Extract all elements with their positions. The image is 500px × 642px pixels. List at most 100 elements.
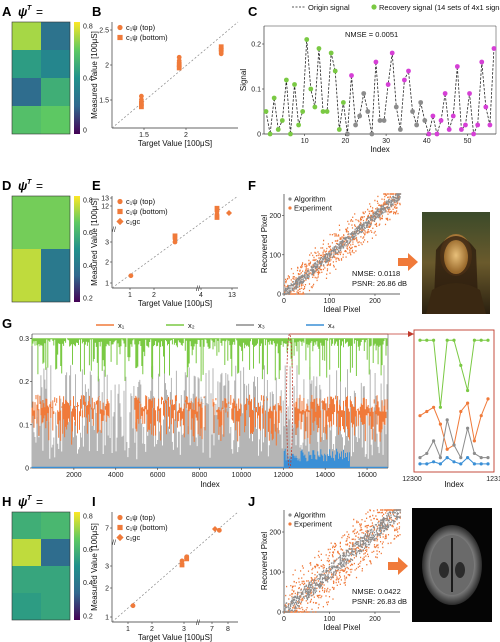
legend-marker — [117, 524, 123, 531]
legend-label: c₁gᴄ — [126, 217, 140, 226]
legend-label: x₁ — [118, 321, 125, 330]
inset-point — [466, 388, 470, 393]
legend-marker — [116, 533, 124, 542]
axis-break-mark: // — [112, 540, 116, 547]
recovery-point — [365, 109, 371, 114]
recovery-point — [288, 131, 293, 137]
inset-point — [452, 460, 456, 464]
inset-point — [425, 451, 429, 456]
x4-trace — [31, 448, 388, 468]
psi-equals: = — [36, 495, 43, 509]
colorbar — [74, 22, 80, 134]
recovery-point — [418, 100, 424, 105]
recovery-point — [377, 118, 383, 123]
y-tick-label: 2 — [105, 260, 109, 267]
data-point — [128, 273, 134, 279]
legend-marker — [288, 522, 292, 526]
heatmap-cell — [12, 50, 41, 78]
x-tick-label: 16000 — [357, 472, 377, 479]
panel-letter-e: E — [92, 178, 101, 193]
recovery-point — [349, 73, 354, 78]
recovery-point — [402, 77, 407, 83]
legend-label: x₃ — [258, 321, 265, 330]
inset-point — [466, 426, 470, 430]
recovery-point — [296, 122, 301, 128]
inset-point — [472, 462, 476, 466]
y-tick-label: 0 — [257, 132, 261, 139]
x-tick-label: 50 — [464, 138, 472, 145]
inset-point — [486, 456, 490, 460]
recovery-point — [353, 122, 358, 128]
mona-lisa-image — [422, 212, 490, 314]
x-tick-label: 2 — [152, 292, 156, 299]
recovery-point — [324, 109, 330, 114]
recovery-point — [263, 109, 269, 114]
legend-label: c₁ψ (top) — [126, 23, 156, 32]
recovery-point — [340, 100, 346, 105]
heatmap-cell — [12, 566, 41, 593]
x-tick-label: 13 — [228, 292, 236, 299]
heatmap-cell — [41, 539, 70, 566]
recovery-point — [471, 131, 477, 137]
y-tick-label: 1 — [105, 615, 109, 622]
algorithm-points — [284, 509, 402, 613]
x-tick-label: 200 — [369, 616, 381, 623]
y-axis-label: Signal — [239, 69, 248, 91]
heatmap-cell — [12, 249, 41, 302]
x-tick-label: 10000 — [232, 472, 252, 479]
data-point — [184, 556, 190, 562]
recovery-point — [475, 122, 481, 128]
inset-point — [472, 451, 476, 456]
data-point — [139, 93, 144, 99]
x-tick-label: 1.5 — [139, 132, 149, 139]
recovery-point — [357, 113, 363, 119]
psi-symbol: ψ — [18, 179, 28, 193]
x-tick-label: 1 — [126, 626, 130, 633]
y-tick-label: 100 — [269, 252, 281, 259]
inset-x-axis-label: Index — [444, 480, 464, 489]
x-tick-label: 4000 — [108, 472, 124, 479]
colorbar-tick-label: 0 — [83, 128, 87, 135]
x-axis-label: Ideal Pixel — [324, 623, 361, 632]
heatmap-frame — [11, 195, 71, 303]
recovery-point — [446, 127, 452, 132]
colorbar-tick-label: 0.8 — [83, 24, 93, 31]
signal-panel-c: 10 20 30 40 50 0 0.1 0.2 Index Signal Origin signa… — [239, 3, 500, 154]
inset-point — [418, 462, 422, 466]
recovery-point — [491, 46, 497, 51]
x-tick-label: 2 — [150, 626, 154, 633]
y-tick-label: 0 — [277, 292, 281, 299]
psi-superscript: T — [27, 179, 32, 186]
inset-point — [472, 439, 476, 443]
legend-label: c₁ψ (bottom) — [126, 523, 168, 532]
x-axis-label: Target Value [100μS] — [138, 633, 212, 642]
data-point — [172, 239, 178, 245]
inset-point — [425, 409, 429, 414]
inset-point — [486, 397, 490, 401]
x-axis-label: Target Value [100μS] — [138, 139, 212, 148]
axis-break-mark: // — [196, 286, 200, 293]
inset-point — [445, 338, 449, 342]
inset-point — [479, 338, 483, 342]
y-axis-label: Recovered Pixel — [260, 215, 269, 273]
y-tick-label: 1 — [105, 281, 109, 288]
recovery-point — [312, 104, 318, 110]
inset-point — [432, 439, 436, 443]
heatmap-frame — [11, 21, 71, 135]
data-point — [139, 104, 144, 110]
recovery-point — [320, 109, 326, 114]
recovery-point — [389, 50, 395, 56]
data-point — [226, 210, 232, 216]
axis-break-mark: // — [196, 620, 200, 627]
x-tick-label: 0 — [282, 298, 286, 305]
recovery-point — [422, 118, 428, 123]
inset-point — [472, 338, 476, 342]
legend-marker — [117, 514, 123, 521]
inset-point — [438, 405, 442, 409]
algorithm-points — [284, 193, 402, 295]
x-axis-label: Target Value [100μS] — [138, 299, 212, 308]
panel-letter-c: C — [248, 4, 258, 19]
x-tick-label: 1 — [128, 292, 132, 299]
recovery-point — [434, 131, 440, 137]
